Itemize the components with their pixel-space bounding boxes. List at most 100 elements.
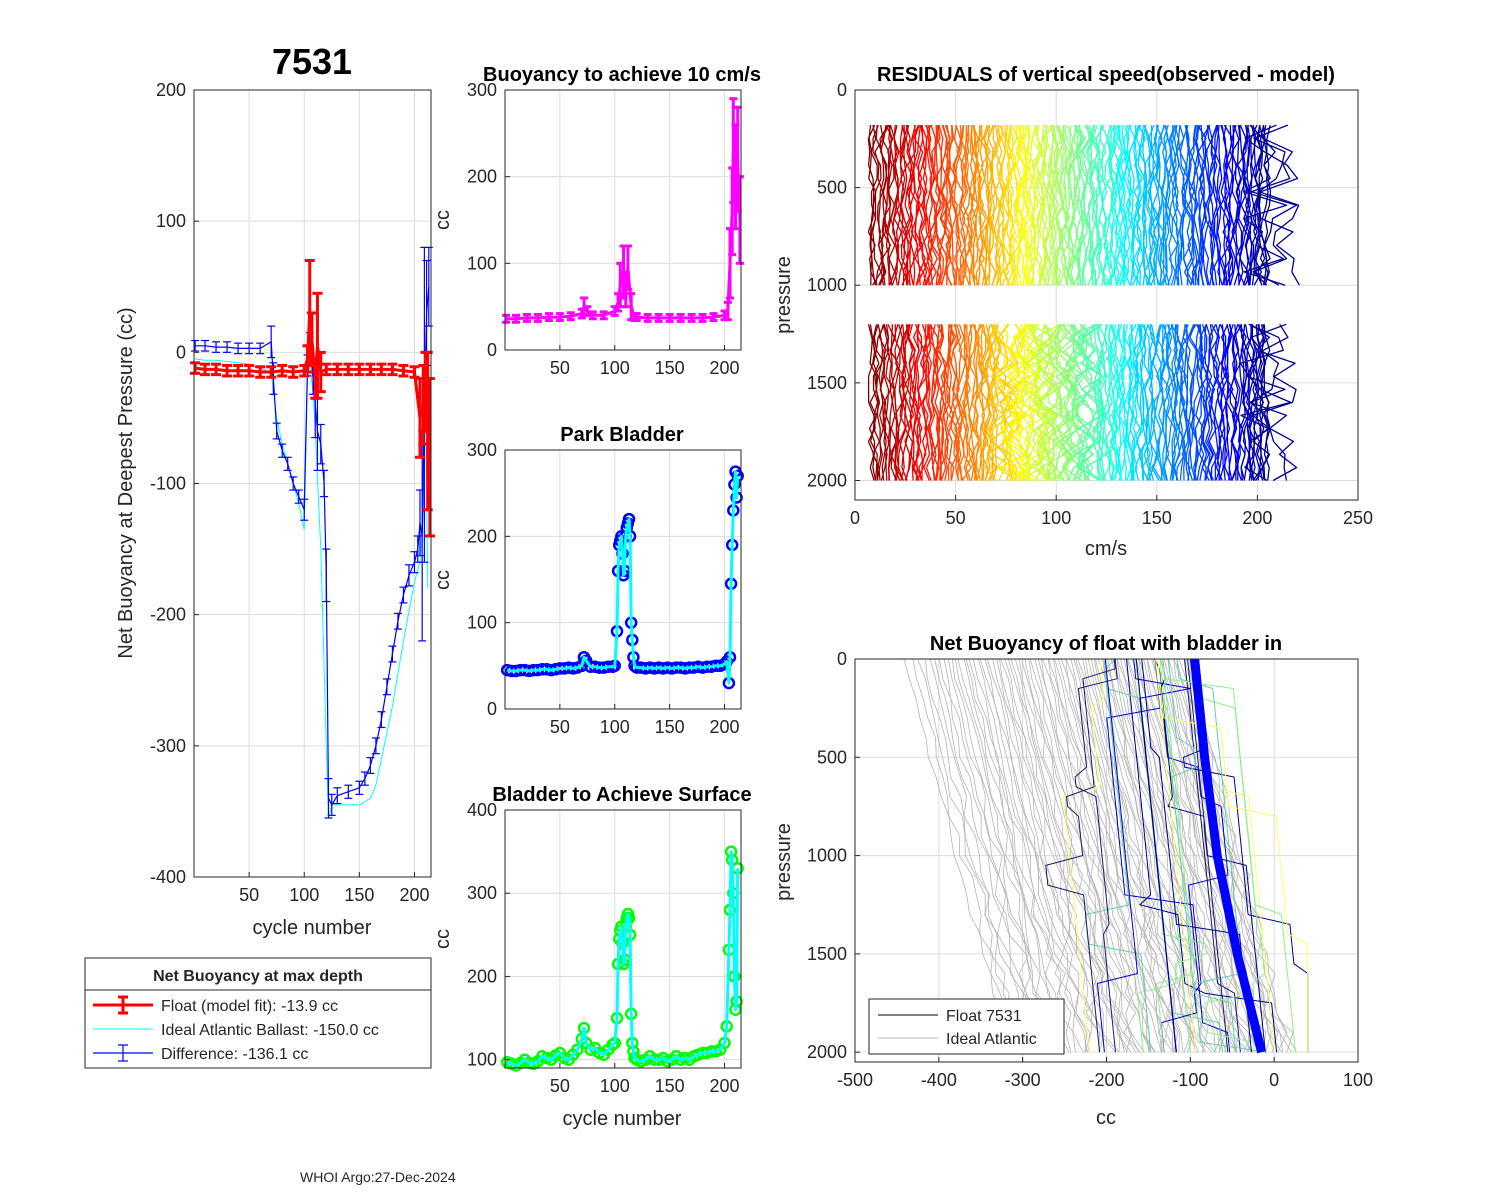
residual-profile-line (1250, 323, 1298, 482)
residual-profile-line (1011, 124, 1022, 286)
park-bladder-title: Park Bladder (560, 424, 684, 446)
buoyancy-errorbar (588, 310, 597, 321)
park-bladder-axes-box (504, 449, 742, 710)
residual-profile-line (1198, 324, 1209, 481)
residual-profile-line (1036, 323, 1066, 482)
legend-label-difference: Difference: -136.1 cc (161, 1046, 308, 1063)
x-tick-label: 50 (550, 717, 570, 737)
difference-errorbar (267, 325, 276, 359)
float-cycle-profile (1084, 658, 1152, 1053)
residual-profile-line (1055, 124, 1065, 286)
residual-profile-line (948, 125, 958, 286)
y-tick-label: 0 (487, 340, 497, 360)
residual-profile-line (1143, 324, 1152, 481)
float-cycle-profile (1074, 658, 1118, 1053)
residual-profile-line (883, 324, 892, 481)
residual-profile-line (1000, 323, 1025, 481)
residual-profile-line (921, 324, 930, 481)
x-tick-label: 200 (710, 1076, 740, 1096)
float-fit-errorbar (233, 363, 244, 378)
ideal-atlantic-profile (972, 658, 1072, 1053)
buoyancy-errorbar (698, 312, 707, 323)
residual-profile-line (993, 124, 1003, 286)
residual-profile-line (875, 125, 886, 286)
residual-profile-line (1078, 125, 1088, 286)
residual-profile-line (946, 125, 957, 286)
ideal-atlantic-profile (939, 658, 1043, 1053)
float-fit-errorbar (387, 362, 398, 377)
float-cycle-profile (1045, 658, 1116, 1053)
residual-profile-line (971, 324, 980, 481)
residual-profile-line (1219, 324, 1227, 481)
x-tick-label: 50 (946, 508, 966, 528)
float-cycle-profile (1126, 658, 1278, 1053)
float-fit-errorbar (365, 362, 376, 377)
residual-profile-line (1058, 323, 1084, 481)
residual-profile-line (954, 324, 964, 481)
difference-errorbar (212, 341, 221, 353)
difference-errorbar (223, 341, 232, 353)
residual-profile-line (908, 124, 916, 286)
residual-profile-line (1011, 323, 1035, 481)
x-tick-label: -200 (1088, 1070, 1124, 1090)
residual-profile-line (1143, 124, 1153, 286)
ideal-atlantic-profile (1060, 658, 1162, 1053)
ideal-atlantic-profile (1041, 658, 1140, 1053)
ideal-atlantic-profile (1154, 658, 1260, 1053)
float-fit-errorbar (244, 363, 255, 378)
residual-profile-line (986, 324, 1014, 481)
residual-profile-line (1222, 124, 1232, 286)
residual-profile-line (1170, 324, 1178, 481)
residual-profile-line (1226, 324, 1236, 481)
residual-profile-line (944, 124, 953, 286)
x-tick-label: -300 (1005, 1070, 1041, 1090)
residual-profile-line (1179, 324, 1188, 481)
x-tick-label: 250 (1343, 508, 1373, 528)
y-tick-label: 100 (156, 211, 186, 231)
legend-entry-difference: Difference: -136.1 cc (93, 1044, 308, 1063)
residual-profile-line (879, 124, 889, 286)
residual-profile-line (1263, 124, 1272, 286)
residual-profile-line (1089, 124, 1098, 286)
residual-profile-line (1118, 324, 1129, 481)
residual-profile-line (1193, 324, 1201, 481)
residual-profile-line (872, 124, 882, 286)
buoyancy-errorbar (599, 310, 608, 321)
legend-label-ideal: Ideal Atlantic Ballast: -150.0 cc (161, 1022, 379, 1039)
buoyancy-10cms-panel: 50 100 150 200 0 100 200 300 Buoyancy to achiev… (432, 64, 761, 378)
difference-errorbar (322, 548, 331, 603)
residual-profile-line (1257, 125, 1266, 286)
ideal-atlantic-profile (1123, 658, 1227, 1053)
residual-profile-line (1046, 124, 1056, 286)
residual-profile-line (1198, 324, 1207, 481)
difference-errorbar (245, 342, 254, 355)
residual-profile-line (996, 323, 1024, 481)
residual-profile-line (893, 125, 902, 286)
residual-profile-line (1025, 125, 1035, 286)
residual-profile-line (1138, 124, 1148, 286)
float-cycle-profile (1155, 658, 1197, 1053)
ideal-atlantic-profile (1029, 658, 1132, 1053)
residual-profile-line (913, 324, 921, 481)
x-tick-label: 150 (655, 1076, 685, 1096)
residual-profile-line (1091, 124, 1101, 286)
residual-profile-line (868, 324, 878, 481)
residual-profile-line (987, 125, 997, 286)
x-tick-label: 100 (1041, 508, 1071, 528)
difference-errorbar (294, 489, 303, 504)
residual-profile-line (1060, 125, 1069, 286)
y-tick-label: -100 (150, 474, 186, 494)
residual-profile-line (1034, 124, 1044, 286)
y-tick-label: 1500 (807, 944, 847, 964)
residual-profile-line (1206, 324, 1216, 481)
buoyancy-errorbar (522, 312, 531, 323)
residual-profile-line (1121, 125, 1129, 286)
difference-errorbar (324, 778, 333, 819)
ideal-atlantic-profile (1146, 658, 1254, 1053)
residual-profile-line (1187, 125, 1196, 286)
residual-profile-line (1202, 124, 1212, 286)
net-buoyancy-xlabel: cycle number (253, 917, 372, 939)
ideal-atlantic-profile (1116, 658, 1216, 1053)
residual-profile-line (1231, 125, 1241, 286)
ideal-atlantic-profile (1034, 658, 1145, 1053)
